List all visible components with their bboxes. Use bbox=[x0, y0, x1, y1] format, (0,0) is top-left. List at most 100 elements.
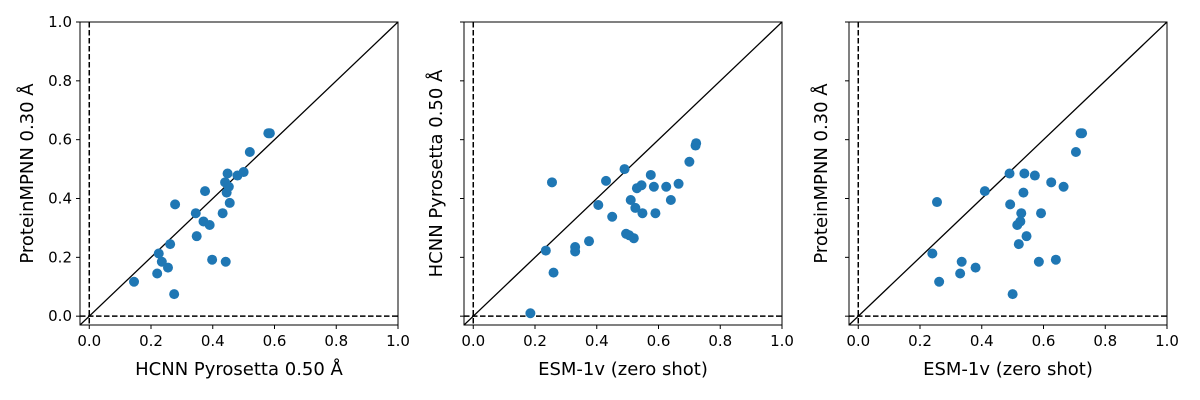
data-point bbox=[979, 186, 990, 197]
data-point bbox=[191, 231, 202, 242]
data-point bbox=[1015, 216, 1026, 227]
data-point bbox=[129, 276, 140, 287]
data-point bbox=[1021, 231, 1032, 242]
y-tick-label: 0.2 bbox=[48, 248, 72, 266]
x-tick-label: 0.0 bbox=[461, 332, 485, 350]
data-point bbox=[152, 268, 163, 279]
data-point bbox=[190, 208, 201, 219]
data-point bbox=[570, 242, 581, 253]
y-tick-label: 0.8 bbox=[48, 72, 72, 90]
data-point bbox=[665, 194, 676, 205]
data-point bbox=[955, 268, 966, 279]
data-point bbox=[648, 181, 659, 192]
data-point bbox=[1019, 168, 1030, 179]
x-tick-label: 0.4 bbox=[970, 332, 994, 350]
x-tick-label: 0.2 bbox=[908, 332, 932, 350]
data-point bbox=[222, 168, 233, 179]
plot-area bbox=[80, 22, 398, 325]
data-point bbox=[223, 181, 234, 192]
x-axis-label: ESM-1v (zero shot) bbox=[538, 359, 708, 380]
data-point bbox=[593, 199, 604, 210]
data-point bbox=[630, 202, 641, 213]
y-axis-label: ProteinMPNN 0.30 Å bbox=[810, 83, 832, 264]
data-point bbox=[224, 197, 235, 208]
data-point bbox=[1004, 168, 1015, 179]
data-point bbox=[1013, 239, 1024, 250]
data-point bbox=[628, 233, 639, 244]
data-point bbox=[165, 239, 176, 250]
data-point bbox=[927, 248, 938, 259]
data-point bbox=[546, 177, 557, 188]
data-point bbox=[1029, 170, 1040, 181]
data-point bbox=[169, 289, 180, 300]
data-point bbox=[540, 245, 551, 256]
plot-area bbox=[849, 22, 1167, 325]
x-tick-label: 0.8 bbox=[324, 332, 348, 350]
data-point bbox=[650, 208, 661, 219]
scatter-panel-2: 0.0 0.2 0.4 0.6 0.8 1.0 ESM-1v (zero shot) HCNN… bbox=[425, 21, 794, 380]
x-tick-label: 1.0 bbox=[770, 332, 794, 350]
data-point bbox=[934, 276, 945, 287]
data-point bbox=[1077, 128, 1088, 139]
data-point bbox=[601, 175, 612, 186]
data-point bbox=[1007, 289, 1018, 300]
x-axis-label: ESM-1v (zero shot) bbox=[923, 359, 1093, 380]
x-tick-label: 0.8 bbox=[708, 332, 732, 350]
y-tick-label: 0.4 bbox=[48, 190, 72, 208]
data-point bbox=[1050, 254, 1061, 265]
x-tick-label: 0.0 bbox=[77, 332, 101, 350]
data-point bbox=[525, 308, 536, 319]
data-point bbox=[1016, 208, 1027, 219]
x-tick-label: 0.0 bbox=[846, 332, 870, 350]
axes-frame bbox=[463, 21, 783, 326]
plot-area bbox=[464, 22, 782, 325]
data-point bbox=[1058, 181, 1069, 192]
data-point bbox=[1033, 256, 1044, 267]
data-point bbox=[637, 208, 648, 219]
data-point bbox=[204, 219, 215, 230]
x-tick-label: 1.0 bbox=[386, 332, 410, 350]
y-tick-label: 0.0 bbox=[48, 307, 72, 325]
x-tick-label: 0.4 bbox=[585, 332, 609, 350]
data-point bbox=[673, 178, 684, 189]
data-point bbox=[625, 194, 636, 205]
y-tick-label: 0.6 bbox=[48, 131, 72, 149]
data-point bbox=[619, 164, 630, 175]
data-point bbox=[970, 262, 981, 273]
data-point bbox=[956, 256, 967, 267]
data-point bbox=[1070, 147, 1081, 158]
data-point bbox=[548, 267, 559, 278]
data-point bbox=[684, 156, 695, 167]
y-axis-label: ProteinMPNN 0.30 Å bbox=[16, 83, 38, 264]
x-tick-label: 0.6 bbox=[647, 332, 671, 350]
data-point bbox=[645, 169, 656, 180]
data-point bbox=[607, 211, 618, 222]
data-point bbox=[238, 167, 249, 178]
data-point bbox=[207, 254, 218, 265]
data-point bbox=[931, 197, 942, 208]
data-point bbox=[200, 186, 211, 197]
data-point bbox=[636, 180, 647, 191]
axes-frame bbox=[79, 21, 399, 326]
x-tick-label: 0.4 bbox=[201, 332, 225, 350]
data-point bbox=[1046, 177, 1057, 188]
data-point bbox=[1018, 187, 1029, 198]
x-tick-label: 1.0 bbox=[1155, 332, 1179, 350]
data-point bbox=[162, 262, 173, 273]
y-axis-label: HCNN Pyrosetta 0.50 Å bbox=[425, 69, 447, 277]
data-point bbox=[217, 208, 228, 219]
data-point bbox=[244, 147, 255, 158]
data-point bbox=[153, 248, 164, 259]
data-point bbox=[661, 181, 672, 192]
x-tick-label: 0.6 bbox=[1032, 332, 1056, 350]
data-point bbox=[264, 128, 275, 139]
x-axis-label: HCNN Pyrosetta 0.50 Å bbox=[135, 358, 343, 380]
data-point bbox=[170, 199, 181, 210]
data-point bbox=[1005, 199, 1016, 210]
data-point bbox=[584, 236, 595, 247]
axes-frame bbox=[848, 21, 1168, 326]
x-tick-label: 0.8 bbox=[1093, 332, 1117, 350]
x-tick-label: 0.6 bbox=[263, 332, 287, 350]
data-point bbox=[691, 138, 702, 149]
